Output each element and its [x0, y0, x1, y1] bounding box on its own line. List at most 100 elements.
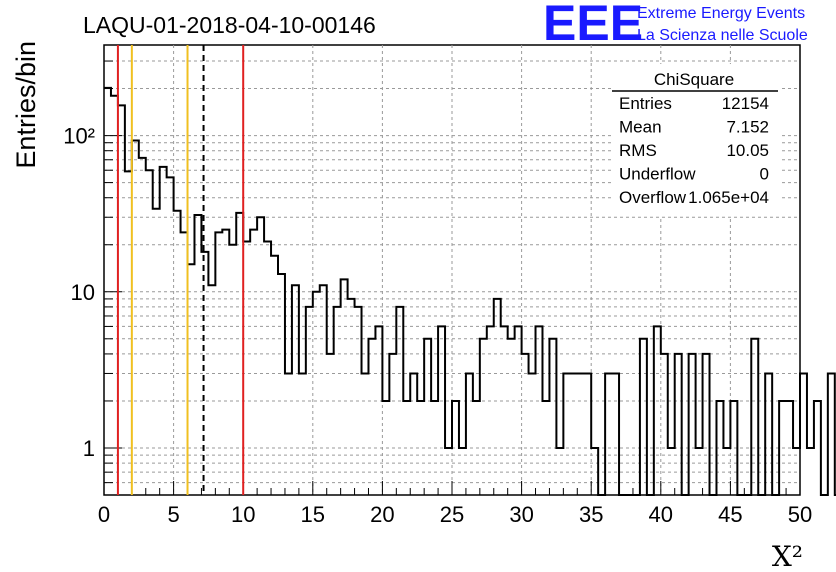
- histogram-bin: [529, 373, 536, 495]
- histogram-bin: [605, 373, 612, 495]
- histogram-bin: [201, 252, 208, 495]
- histogram-bin: [299, 373, 306, 495]
- y-tick-label: 10²: [63, 124, 95, 149]
- histogram-bin: [751, 339, 758, 495]
- eee-logo-mark: EEE: [543, 0, 643, 51]
- x-tick-label: 10: [231, 502, 255, 527]
- histogram-bin: [786, 401, 793, 495]
- x-tick-label: 15: [301, 502, 325, 527]
- y-tick-label: 10: [71, 280, 95, 305]
- histogram-bin: [549, 339, 556, 495]
- histogram-bin: [160, 167, 167, 495]
- stats-label: Overflow: [619, 188, 687, 207]
- histogram-bin: [292, 285, 299, 495]
- histogram-bin: [424, 339, 431, 495]
- histogram-bin: [139, 158, 146, 495]
- histogram-bin: [654, 326, 661, 495]
- stats-value: 1.065e+04: [688, 188, 769, 207]
- stats-value: 0: [760, 165, 769, 184]
- y-axis-title: Entries/bin: [11, 41, 41, 169]
- histogram-bin: [661, 354, 668, 495]
- threshold-lines: [116, 45, 245, 495]
- histogram-bin: [306, 307, 313, 495]
- histogram-outline: [104, 86, 836, 496]
- logo-line-1: Extreme Energy Events: [637, 5, 805, 22]
- histogram-bin: [229, 245, 236, 495]
- histogram-bin: [236, 213, 243, 495]
- histogram-bin: [591, 448, 598, 495]
- logo-line-2: La Scienza nelle Scuole: [637, 27, 808, 44]
- stats-box-title: ChiSquare: [654, 70, 734, 89]
- histogram-bin: [417, 401, 424, 495]
- histogram-bin: [765, 373, 772, 495]
- stats-label: Mean: [619, 118, 662, 137]
- x-tick-label: 30: [509, 502, 533, 527]
- histogram-bin: [675, 354, 682, 495]
- x-tick-label: 45: [718, 502, 742, 527]
- histogram-bin: [445, 448, 452, 495]
- histogram-bin: [396, 307, 403, 495]
- x-tick-labels: 0 5 10 15 20 25 30 35 40 45 50: [98, 502, 812, 527]
- histogram-bin: [257, 217, 264, 495]
- histogram-bin: [285, 373, 292, 495]
- histogram-bin: [640, 339, 647, 495]
- histogram-bin: [612, 373, 619, 495]
- histogram-bin: [410, 373, 417, 495]
- histogram-bin: [313, 292, 320, 495]
- x-axis-title: X²: [772, 540, 803, 572]
- histogram-bin: [132, 140, 139, 495]
- y-tick-labels: 1 10 10²: [63, 124, 95, 461]
- histogram-bin: [125, 171, 132, 495]
- histogram-bin: [584, 373, 591, 495]
- histogram-bin: [215, 232, 222, 495]
- histogram-bin: [473, 401, 480, 495]
- histogram-bin: [466, 373, 473, 495]
- histogram-bin: [271, 256, 278, 495]
- x-tick-label: 25: [440, 502, 464, 527]
- histogram-bin: [779, 401, 786, 495]
- x-tick-label: 20: [370, 502, 394, 527]
- histogram-bin: [341, 279, 348, 495]
- histogram-bin: [668, 448, 675, 495]
- histogram-bin: [153, 209, 160, 495]
- stats-label: Underflow: [619, 165, 696, 184]
- histogram-bin: [382, 401, 389, 495]
- histogram-bin: [807, 448, 814, 495]
- histogram-bin: [431, 401, 438, 495]
- histogram-bin: [828, 373, 835, 495]
- histogram-bin: [501, 326, 508, 495]
- histogram-bin: [320, 285, 327, 495]
- stats-label: RMS: [619, 141, 657, 160]
- histogram-bin: [208, 285, 215, 495]
- stats-box: ChiSquare Entries 12154 Mean 7.152 RMS 10.05 U…: [612, 64, 780, 216]
- histogram-bin: [403, 401, 410, 495]
- stats-box-background: [612, 64, 780, 216]
- histogram-bin: [480, 339, 487, 495]
- histogram-bin: [716, 401, 723, 495]
- histogram-bin: [264, 241, 271, 495]
- histogram-bin: [696, 448, 703, 495]
- histogram-bin: [452, 401, 459, 495]
- histogram-bin: [723, 448, 730, 495]
- chart-title: LAQU-01-2018-04-10-00146: [83, 12, 376, 38]
- histogram-bin: [542, 401, 549, 495]
- histogram-bin: [689, 354, 696, 495]
- histogram-bin: [174, 211, 181, 495]
- histogram-bin: [515, 326, 522, 495]
- histogram-bin: [508, 339, 515, 495]
- histogram-bin: [348, 299, 355, 495]
- histogram-bin: [438, 326, 445, 495]
- histogram-bin: [118, 105, 125, 495]
- histogram-bin: [730, 401, 737, 495]
- histogram-bin: [146, 170, 153, 495]
- histogram-bin: [536, 326, 543, 495]
- x-tick-label: 40: [649, 502, 673, 527]
- stats-value: 7.152: [726, 118, 769, 137]
- histogram-bin: [570, 373, 577, 495]
- histogram-bin: [556, 448, 563, 495]
- histogram-bin: [362, 373, 369, 495]
- histogram-bin: [334, 307, 341, 495]
- x-tick-label: 35: [579, 502, 603, 527]
- histogram-bin: [563, 373, 570, 495]
